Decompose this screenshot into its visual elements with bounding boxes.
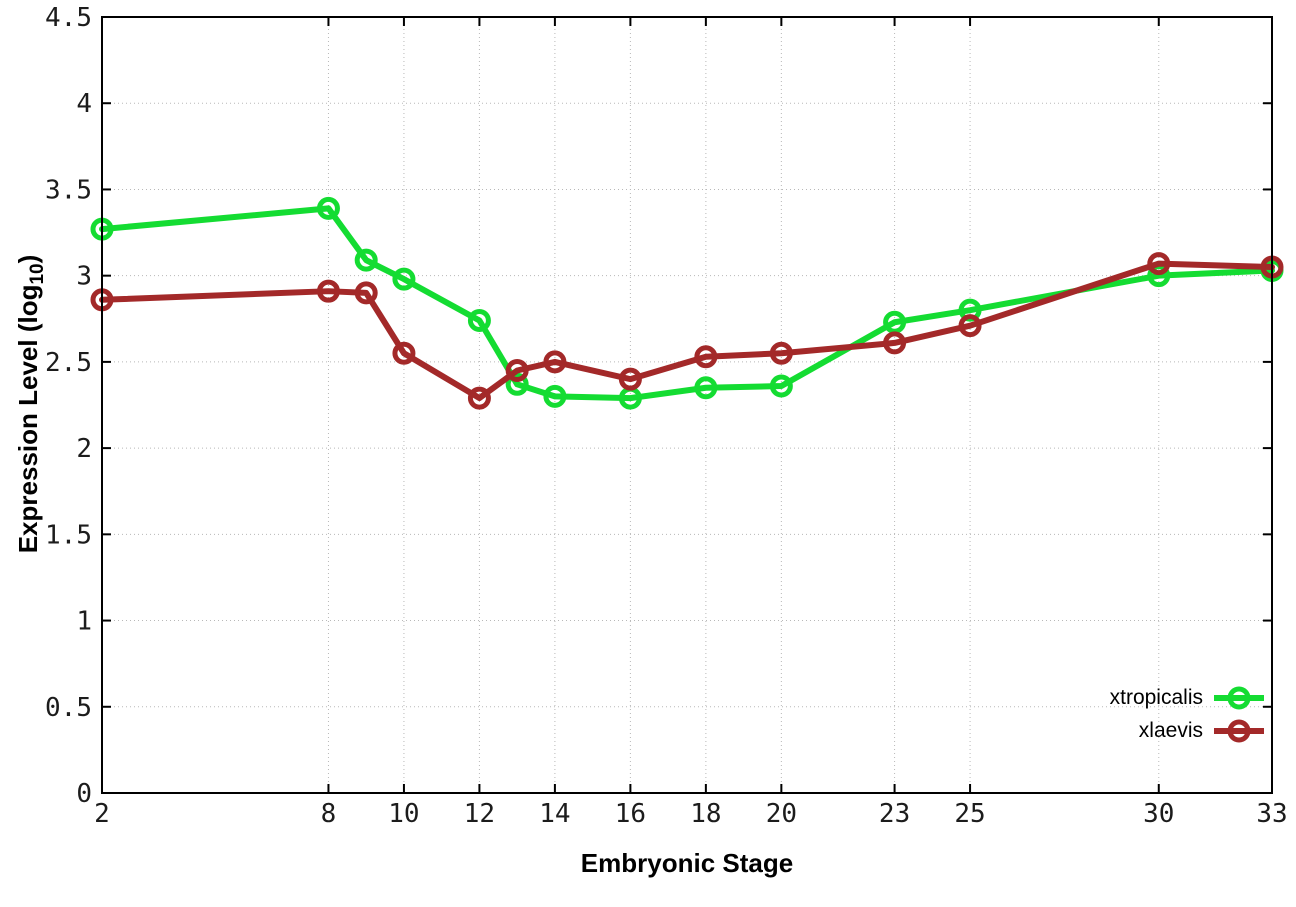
x-tick-label: 10	[388, 799, 419, 829]
series-line-xlaevis	[99, 260, 1275, 402]
legend-entry-xlaevis: xlaevis	[1139, 717, 1266, 745]
data-point-xtropicalis	[694, 376, 718, 400]
y-tick-label: 4.5	[45, 3, 92, 33]
x-tick-label: 18	[690, 799, 721, 829]
data-point-xlaevis	[467, 386, 491, 410]
series-xlaevis	[90, 252, 1284, 410]
legend: xtropicalis xlaevis	[1110, 684, 1266, 745]
data-point-xlaevis	[618, 367, 642, 391]
data-point-xlaevis	[316, 279, 340, 303]
y-axis-label: Expression Level (log10)	[13, 154, 48, 654]
data-point-xlaevis	[769, 341, 793, 365]
axis-ticks	[101, 16, 1273, 794]
data-point-xtropicalis	[316, 196, 340, 220]
data-point-xlaevis	[505, 359, 529, 383]
legend-entry-xtropicalis: xtropicalis	[1110, 684, 1266, 712]
x-tick-label: 16	[615, 799, 646, 829]
data-point-xtropicalis	[769, 374, 793, 398]
data-point-xlaevis	[958, 314, 982, 338]
legend-label-xlaevis: xlaevis	[1138, 719, 1203, 742]
x-tick-label: 23	[879, 799, 910, 829]
y-tick-label: 0.5	[45, 693, 92, 723]
y-tick-label: 2.5	[45, 348, 92, 378]
x-tick-label: 33	[1256, 799, 1287, 829]
data-point-xlaevis	[543, 350, 567, 374]
y-tick-label: 3	[76, 262, 92, 292]
x-tick-label: 8	[321, 799, 337, 829]
data-point-xlaevis	[354, 281, 378, 305]
legend-marker-xtropicalis-icon	[1214, 686, 1264, 710]
data-point-xtropicalis	[354, 248, 378, 272]
plot-border	[101, 16, 1273, 794]
x-tick-label: 30	[1143, 799, 1174, 829]
x-axis-label: Embryonic Stage	[580, 848, 794, 878]
data-point-xlaevis	[694, 345, 718, 369]
y-axis-label-subscript: 10	[27, 263, 48, 285]
y-tick-label: 1.5	[45, 520, 92, 550]
y-tick-label: 0	[76, 779, 92, 809]
x-tick-label: 14	[539, 799, 570, 829]
data-point-xtropicalis	[543, 384, 567, 408]
data-point-xtropicalis	[883, 310, 907, 334]
y-tick-label: 2	[76, 434, 92, 464]
y-tick-label: 3.5	[45, 175, 92, 205]
data-point-xlaevis	[392, 341, 416, 365]
data-point-xtropicalis	[392, 267, 416, 291]
y-axis-label-text: Expression Level (log	[13, 284, 43, 554]
x-tick-label: 20	[766, 799, 797, 829]
x-tick-labels: 2 8 10 12 14 16 18 20 23 25 30 33	[94, 799, 1287, 829]
y-tick-label: 4	[76, 89, 92, 119]
x-tick-label: 12	[464, 799, 495, 829]
data-point-xlaevis	[883, 331, 907, 355]
legend-label-xtropicalis: xtropicalis	[1109, 686, 1203, 709]
x-tick-label: 25	[954, 799, 985, 829]
legend-marker-xlaevis-icon	[1214, 719, 1264, 743]
y-tick-labels: 0 0.5 1 1.5 2 2.5 3 3.5 4 4.5	[45, 3, 92, 809]
series-line-xtropicalis	[99, 205, 1275, 402]
data-point-xtropicalis	[505, 372, 529, 396]
x-tick-label: 2	[94, 799, 110, 829]
data-point-xtropicalis	[467, 309, 491, 333]
y-tick-label: 1	[76, 607, 92, 637]
series-xtropicalis	[90, 196, 1284, 410]
data-point-xlaevis	[1147, 252, 1171, 276]
gridlines	[102, 17, 1272, 793]
